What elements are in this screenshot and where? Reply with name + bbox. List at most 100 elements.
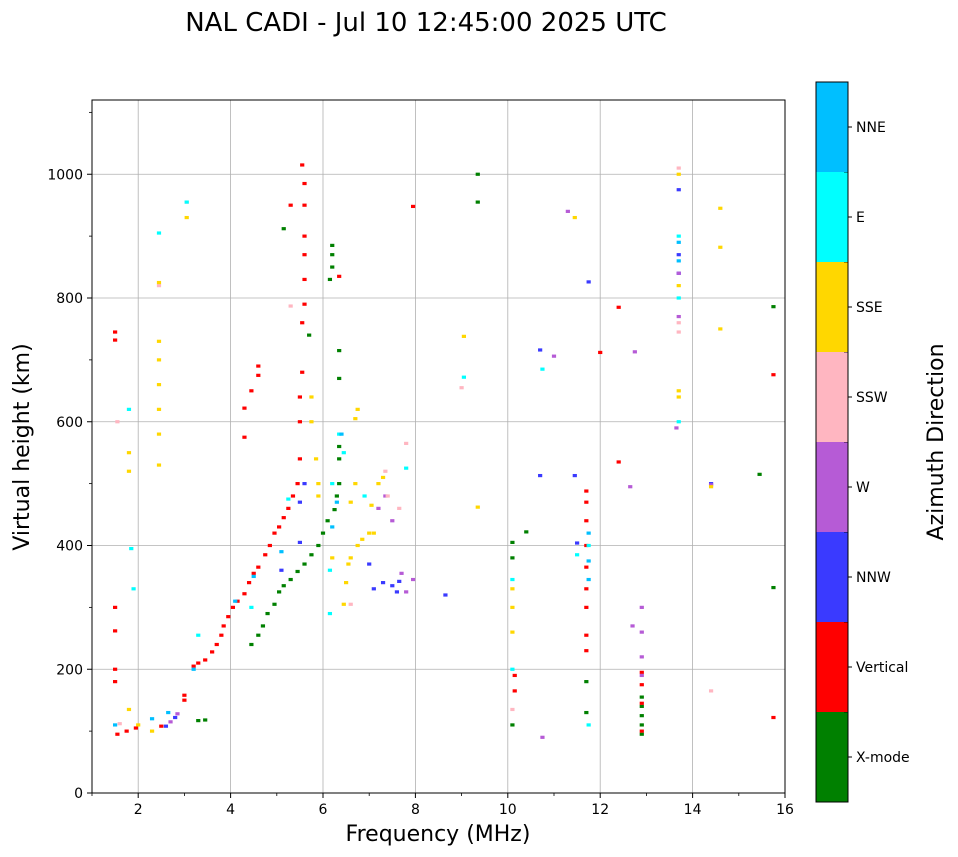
echo-point xyxy=(297,395,302,399)
echo-point xyxy=(371,587,376,591)
echo-point xyxy=(639,655,644,659)
echo-point xyxy=(510,540,515,545)
echo-point xyxy=(355,407,360,411)
echo-point xyxy=(586,723,591,727)
echo-point xyxy=(126,469,132,473)
echo-point xyxy=(586,280,591,284)
echo-point xyxy=(149,729,155,733)
echo-point xyxy=(348,500,353,504)
echo-point xyxy=(256,633,261,637)
echo-point xyxy=(771,585,776,590)
x-axis-label: Frequency (MHz) xyxy=(346,822,531,847)
echo-point xyxy=(156,280,162,285)
echo-point xyxy=(288,203,293,207)
echo-point xyxy=(676,166,681,170)
echo-point xyxy=(156,432,162,436)
x-tick-label: 6 xyxy=(319,802,328,818)
echo-point xyxy=(327,277,333,282)
colorbar-swatch xyxy=(816,262,848,352)
x-axis-ticks: 2 4 6 8 10 12 14 16 xyxy=(91,793,794,818)
y-axis-label: Virtual height (km) xyxy=(10,343,35,550)
echo-point xyxy=(263,553,268,557)
echo-point xyxy=(538,473,543,478)
echo-point xyxy=(149,717,155,721)
echo-point xyxy=(337,457,342,461)
echo-point xyxy=(353,482,358,486)
echo-point xyxy=(337,482,342,486)
echo-point xyxy=(628,485,633,489)
echo-point xyxy=(272,602,277,606)
echo-point xyxy=(115,420,120,424)
echo-point xyxy=(676,321,681,325)
echo-point xyxy=(341,451,346,455)
echo-point xyxy=(163,724,169,728)
echo-point xyxy=(297,500,302,504)
echo-point xyxy=(461,334,467,338)
echo-point xyxy=(676,420,681,424)
x-tick-label: 4 xyxy=(226,802,235,818)
echo-point xyxy=(113,338,118,342)
echo-point xyxy=(277,525,282,529)
echo-point xyxy=(156,407,162,411)
echo-point xyxy=(203,658,208,662)
colorbar-tick-label: Vertical xyxy=(856,660,908,676)
colorbar-swatch xyxy=(816,352,848,442)
echo-point xyxy=(309,553,314,557)
echo-point xyxy=(674,426,679,430)
echo-point xyxy=(307,333,312,337)
echo-point xyxy=(281,584,286,588)
echo-point xyxy=(126,451,132,455)
echo-point xyxy=(676,234,681,238)
x-tick-label: 14 xyxy=(684,802,702,818)
colorbar-tick-label: E xyxy=(856,210,865,226)
echo-point xyxy=(639,683,644,687)
echo-point xyxy=(718,206,723,210)
echo-point xyxy=(676,314,681,319)
echo-point xyxy=(676,188,681,192)
echo-point xyxy=(156,231,162,235)
echo-point xyxy=(639,729,644,733)
echo-point xyxy=(115,732,120,736)
echo-point xyxy=(757,472,762,476)
echo-point xyxy=(676,240,681,244)
echo-point xyxy=(584,543,589,548)
echo-point xyxy=(286,497,291,501)
x-tick-label: 8 xyxy=(411,802,420,818)
echo-point xyxy=(598,350,603,355)
echo-point xyxy=(337,432,342,436)
y-tick-label: 200 xyxy=(56,662,83,678)
echo-point xyxy=(475,200,480,204)
colorbar-tick-label: NNE xyxy=(856,120,886,136)
echo-point xyxy=(191,664,196,668)
echo-point xyxy=(616,460,621,464)
colorbar-tick-label: X-mode xyxy=(856,750,910,766)
echo-point xyxy=(510,556,515,560)
echo-point xyxy=(313,457,319,461)
echo-point xyxy=(639,704,644,708)
echo-point xyxy=(771,305,776,309)
echo-point xyxy=(410,204,416,209)
echo-point xyxy=(584,649,589,653)
echo-point xyxy=(203,718,208,722)
echo-point xyxy=(184,200,189,204)
echo-point xyxy=(320,531,326,535)
echo-point xyxy=(300,163,305,167)
echo-point xyxy=(639,701,644,705)
echo-point xyxy=(233,599,238,603)
echo-point xyxy=(295,482,300,486)
echo-point xyxy=(390,519,395,523)
echo-point xyxy=(330,556,335,560)
echo-point xyxy=(337,444,342,449)
echo-point xyxy=(221,624,226,628)
echo-point xyxy=(397,579,402,583)
echo-point xyxy=(510,605,515,609)
echo-point xyxy=(367,531,372,535)
echo-point xyxy=(302,203,307,207)
echo-point xyxy=(219,633,224,637)
echo-point xyxy=(309,420,314,424)
echo-point xyxy=(584,605,589,609)
echo-point xyxy=(510,723,515,727)
echo-point xyxy=(156,463,162,467)
echo-point xyxy=(117,722,122,726)
echo-point xyxy=(302,562,307,566)
